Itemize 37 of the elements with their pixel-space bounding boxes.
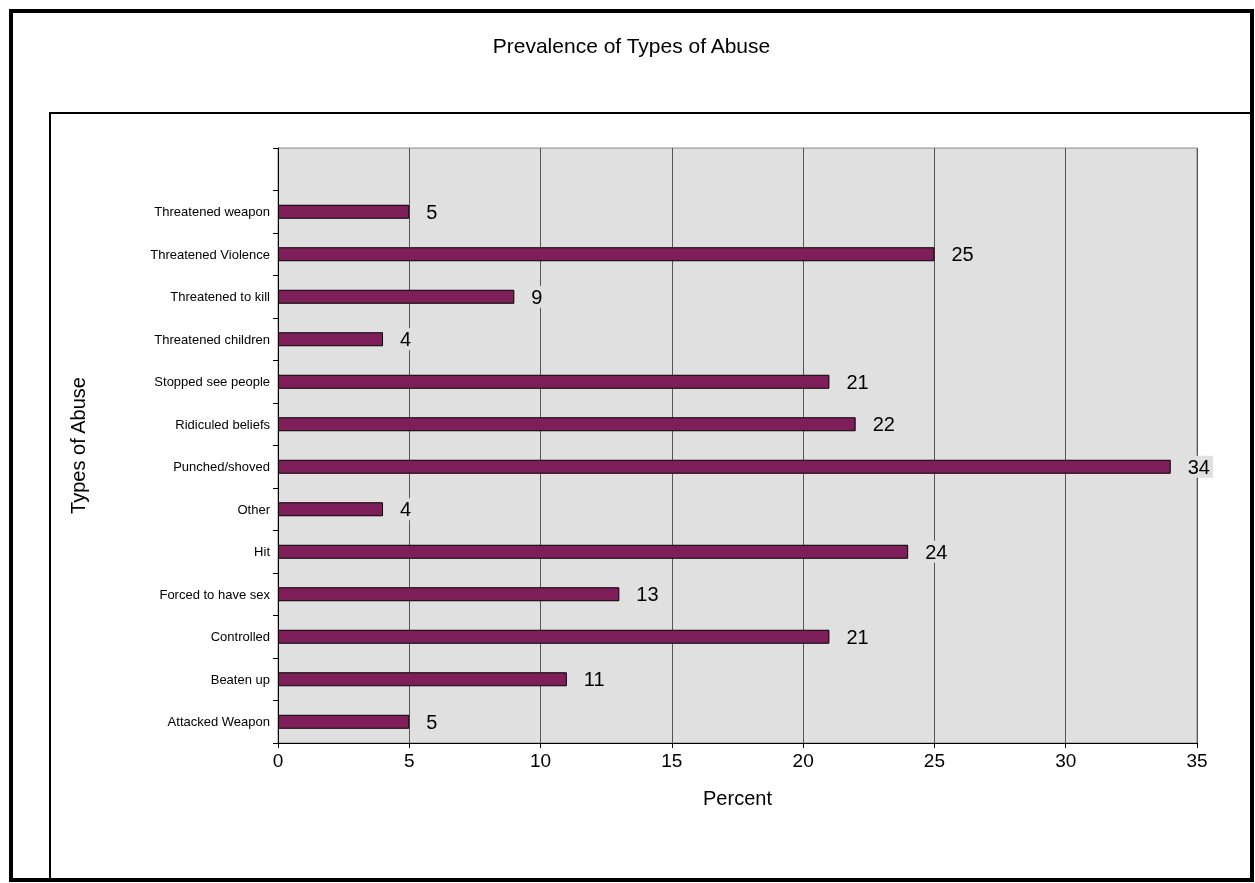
chart-title: Prevalence of Types of Abuse	[492, 34, 771, 57]
data-label: 21	[846, 370, 869, 393]
data-label: 34	[1187, 455, 1210, 478]
y-tick-label: Ridiculed beliefs	[175, 416, 271, 432]
data-label: 11	[583, 668, 605, 691]
data-label: 21	[846, 625, 869, 648]
x-tick-label: 10	[530, 750, 552, 771]
y-tick-label: Other	[237, 501, 271, 517]
x-tick-label: 0	[272, 750, 284, 771]
y-tick-label: Attacked Weapon	[167, 714, 270, 730]
data-label: 13	[636, 583, 659, 606]
y-tick-label: Threatened to kill	[170, 289, 271, 305]
x-tick-label: 5	[404, 750, 415, 771]
data-label: 22	[872, 413, 895, 436]
data-label: 25	[951, 243, 974, 266]
data-label: 9	[531, 285, 543, 308]
y-tick-label: Beaten up	[210, 671, 270, 687]
y-tick-label: Threatened children	[154, 331, 270, 347]
y-tick-label: Forced to have sex	[159, 586, 271, 602]
data-label: 5	[426, 710, 438, 733]
x-tick-label: 25	[923, 750, 945, 771]
x-tick-label: 20	[792, 750, 814, 771]
data-label: 4	[400, 328, 412, 351]
data-label: 4	[400, 498, 412, 521]
x-axis-title: Percent	[703, 787, 773, 809]
y-tick-label: Threatened Violence	[150, 246, 270, 262]
x-tick-label: 35	[1186, 750, 1208, 771]
y-tick-label: Hit	[254, 544, 271, 560]
y-tick-label: Punched/shoved	[173, 459, 270, 475]
data-label: 24	[925, 540, 948, 563]
data-label: 5	[426, 200, 438, 223]
y-tick-label: Stopped see people	[154, 374, 270, 390]
y-tick-label: Controlled	[210, 629, 270, 645]
x-tick-label: 30	[1055, 750, 1077, 771]
y-axis-title: Types of Abuse	[67, 377, 89, 514]
x-tick-label: 15	[661, 750, 683, 771]
y-tick-label: Threatened weapon	[154, 204, 270, 220]
